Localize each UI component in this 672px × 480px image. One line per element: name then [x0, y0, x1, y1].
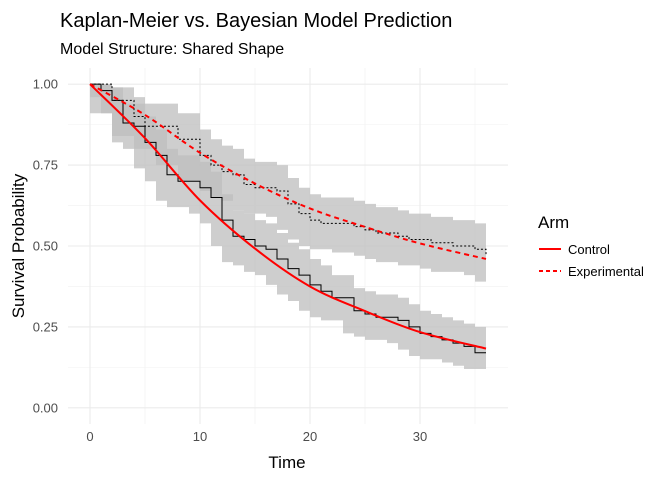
- y-tick-label: 0.75: [33, 158, 58, 173]
- ci-ribbon-control: [90, 84, 486, 369]
- y-axis-label: Survival Probability: [9, 173, 28, 318]
- legend: Arm Control Experimental: [538, 213, 644, 279]
- legend-label-experimental: Experimental: [568, 264, 644, 279]
- x-tick-label: 10: [193, 429, 207, 444]
- legend-title: Arm: [538, 213, 569, 232]
- y-tick-label: 0.25: [33, 319, 58, 334]
- x-tick-label: 20: [303, 429, 317, 444]
- chart-subtitle: Model Structure: Shared Shape: [60, 41, 284, 58]
- y-tick-label: 0.00: [33, 400, 58, 415]
- y-tick-label: 0.50: [33, 239, 58, 254]
- model-curves: [89, 83, 487, 350]
- chart-title: Kaplan-Meier vs. Bayesian Model Predicti…: [60, 10, 452, 32]
- ci-ribbon-experimental: [90, 84, 486, 282]
- model-curve-control: [89, 83, 487, 350]
- y-tick-label: 1.00: [33, 77, 58, 92]
- ci-ribbons: [90, 84, 486, 369]
- x-tick-label: 30: [413, 429, 427, 444]
- legend-label-control: Control: [568, 242, 610, 257]
- axis-ticks: 0 10 20 30 0.00 0.25 0.50 0.75 1.00: [33, 77, 428, 444]
- x-tick-label: 0: [86, 429, 93, 444]
- x-axis-label: Time: [268, 453, 305, 472]
